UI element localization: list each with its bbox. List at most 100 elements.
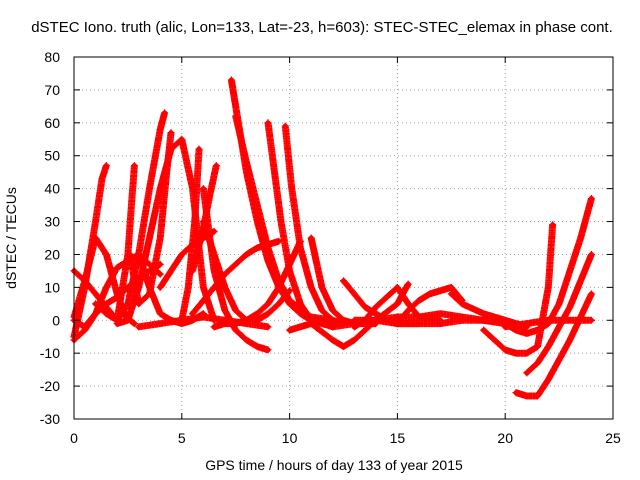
data-point (556, 301, 562, 307)
data-point (157, 235, 163, 241)
data-point (567, 304, 573, 310)
y-tick-label: 70 (44, 82, 60, 98)
data-point (459, 317, 465, 323)
data-series (210, 237, 304, 331)
data-point (351, 337, 357, 343)
data-point (243, 337, 250, 343)
y-tick-label: 20 (44, 246, 60, 262)
y-tick-label: -20 (40, 378, 60, 394)
data-point (282, 123, 288, 129)
data-point (534, 327, 541, 333)
data-point (308, 321, 314, 327)
data-point (578, 235, 584, 241)
data-series (178, 145, 203, 324)
data-point (588, 291, 595, 297)
data-point (416, 314, 422, 320)
data-point (437, 288, 444, 294)
data-point (265, 120, 271, 126)
data-marks (480, 221, 557, 357)
data-point (157, 311, 163, 317)
data-point (448, 291, 454, 297)
data-point (168, 130, 174, 136)
data-point (93, 235, 99, 241)
plot-area (70, 76, 595, 400)
x-tick-label: 5 (178, 430, 186, 446)
data-point (502, 347, 508, 353)
data-point (308, 235, 314, 241)
data-point (93, 291, 99, 297)
data-point (567, 317, 573, 323)
data-point (233, 261, 239, 267)
data-point (103, 284, 109, 290)
data-point (276, 301, 282, 307)
data-series (281, 122, 347, 328)
data-point (330, 337, 336, 343)
data-point (319, 307, 325, 313)
data-point (125, 317, 131, 323)
data-point (271, 169, 278, 175)
data-point (394, 314, 400, 320)
data-series (501, 316, 595, 331)
y-axis-label: dSTEC / TECUs (3, 187, 19, 289)
data-point (394, 301, 400, 307)
data-point (211, 268, 217, 274)
data-point (254, 245, 260, 251)
data-point (437, 311, 444, 317)
x-axis-label: GPS time / hours of day 133 of year 2015 (205, 457, 463, 473)
data-point (233, 103, 239, 109)
data-point (427, 291, 433, 297)
data-series (286, 280, 412, 351)
data-point (185, 284, 191, 290)
data-point (567, 337, 573, 343)
data-point (481, 311, 487, 317)
data-point (524, 321, 530, 327)
data-point (207, 192, 213, 198)
data-point (265, 347, 271, 353)
data-point (265, 311, 271, 317)
data-point (99, 176, 105, 182)
data-point (157, 126, 163, 132)
data-point (136, 251, 142, 258)
data-point (93, 218, 99, 225)
data-point (179, 251, 185, 258)
data-point (394, 284, 400, 290)
y-tick-label: 50 (44, 148, 60, 164)
grid (74, 57, 613, 419)
data-point (211, 228, 217, 234)
data-point (534, 344, 541, 350)
data-point (131, 163, 137, 169)
data-point (534, 360, 541, 366)
data-point (146, 284, 153, 290)
data-point (157, 284, 163, 290)
data-point (394, 321, 400, 327)
data-point (556, 357, 562, 363)
data-point (524, 393, 530, 399)
data-point (93, 301, 99, 307)
data-point (340, 344, 347, 350)
data-point (243, 159, 250, 165)
data-point (157, 186, 163, 192)
data-point (524, 350, 530, 356)
data-point (297, 301, 303, 307)
data-point (254, 317, 260, 323)
x-tick-label: 20 (497, 430, 513, 446)
data-point (164, 169, 170, 175)
data-marks (281, 122, 347, 328)
data-point (82, 327, 88, 333)
data-point (103, 251, 109, 258)
data-point (254, 311, 260, 317)
data-point (545, 376, 551, 383)
data-point (136, 324, 142, 330)
data-series (523, 251, 595, 377)
data-point (278, 218, 284, 225)
data-point (146, 235, 153, 241)
data-point (254, 344, 260, 350)
data-point (567, 268, 573, 274)
data-point (330, 324, 336, 330)
data-point (556, 324, 562, 330)
data-point (524, 330, 530, 336)
data-series (480, 221, 557, 357)
data-point (330, 307, 336, 313)
data-point (168, 268, 174, 274)
